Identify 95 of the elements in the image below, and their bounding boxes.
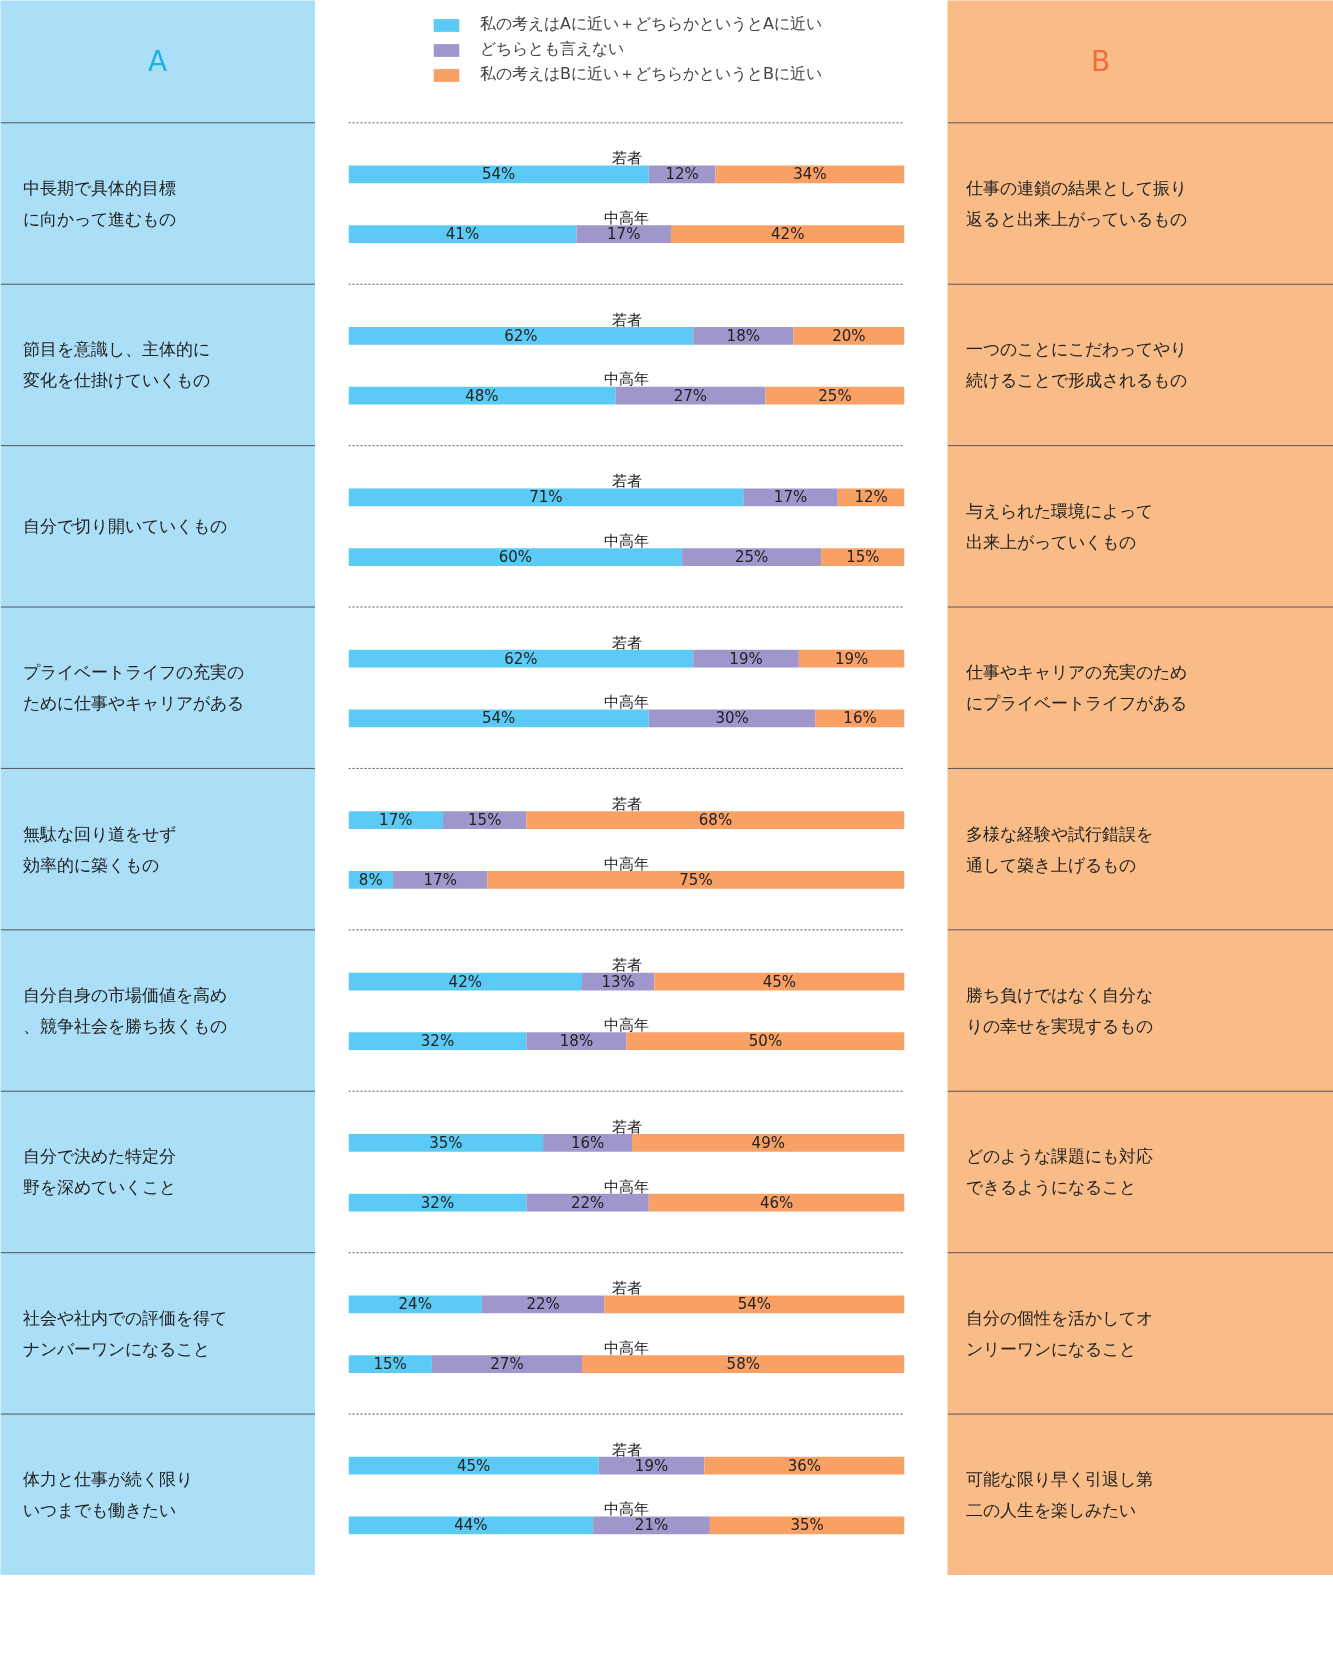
text: A <box>147 45 168 79</box>
text: プライベートライフの充実のために仕事やキャリアがある <box>22 662 244 714</box>
data-label: 54% <box>737 1295 772 1314</box>
y-tick-label: 若者 <box>611 1440 642 1459</box>
y-tick-label: 若者 <box>611 310 642 329</box>
data-label: 19% <box>729 649 763 668</box>
y-tick-label: 中高年 <box>604 693 649 712</box>
data-label: 16% <box>843 709 877 728</box>
data-label: 46% <box>759 1193 794 1212</box>
data-label: 17% <box>379 811 413 830</box>
y-tick-label: 若者 <box>611 794 642 813</box>
data-label: 54% <box>481 709 516 728</box>
y-tick-label: 中高年 <box>604 209 649 228</box>
data-label: 17% <box>423 870 457 889</box>
data-label: 35% <box>429 1133 463 1152</box>
data-label: 62% <box>504 326 538 345</box>
text: 無駄な回り道をせず効率的に築くもの <box>22 823 176 875</box>
data-label: 49% <box>751 1133 785 1152</box>
data-label: 18% <box>559 1032 594 1051</box>
data-label: 25% <box>734 548 769 566</box>
data-label: 44% <box>454 1516 488 1535</box>
text: 自分で切り開いていくもの <box>22 516 227 537</box>
y-tick-label: 若者 <box>611 1117 642 1136</box>
data-label: 68% <box>698 811 733 830</box>
data-label: 34% <box>793 165 827 184</box>
data-label: 27% <box>673 386 708 405</box>
text: 多様な経験や試行錯誤を通して築き上げるもの <box>965 823 1153 875</box>
data-label: 22% <box>526 1295 560 1314</box>
text: どのような課題にも対応できるようになること <box>965 1146 1153 1198</box>
data-label: 42% <box>448 972 482 991</box>
data-label: 45% <box>762 972 797 991</box>
data-label: 21% <box>634 1516 669 1535</box>
data-label: 71% <box>529 488 563 507</box>
legend-label: 私の考えはBに近い＋どちらかというとBに近い <box>480 64 822 85</box>
y-tick-label: 中高年 <box>604 1016 649 1035</box>
data-label: 45% <box>456 1456 491 1475</box>
text: 仕事やキャリアの充実のためにプライベートライフがある <box>964 662 1187 714</box>
text: 自分で決めた特定分野を深めていくこと <box>22 1146 176 1198</box>
text: 節目を意識し、主体的に変化を仕掛けていくもの <box>22 339 210 391</box>
text: 自分の個性を活かしてオンリーワンになること <box>965 1307 1153 1359</box>
y-tick-label: 若者 <box>611 149 642 168</box>
y-tick-label: 中高年 <box>604 1177 649 1196</box>
data-label: 19% <box>634 1456 669 1475</box>
y-tick-label: 若者 <box>611 633 642 652</box>
text: 勝ち負けではなく自分なりの幸せを実現するもの <box>965 985 1153 1037</box>
data-label: 8% <box>358 870 383 889</box>
data-label: 17% <box>607 225 641 244</box>
data-label: 35% <box>790 1516 824 1535</box>
data-label: 19% <box>835 649 869 668</box>
data-label: 24% <box>398 1295 432 1314</box>
text: B <box>1090 45 1111 79</box>
text: 自分自身の市場価値を高め、競争社会を勝ち抜くもの <box>22 985 227 1037</box>
data-label: 12% <box>665 165 699 184</box>
data-label: 13% <box>601 972 635 991</box>
data-label: 15% <box>373 1355 407 1374</box>
text: 一つのことにこだわってやり続けることで形成されるもの <box>964 339 1187 391</box>
data-label: 15% <box>846 548 880 566</box>
data-label: 18% <box>726 326 760 345</box>
data-label: 17% <box>773 488 808 507</box>
y-tick-label: 中高年 <box>604 531 649 550</box>
text: 仕事の連鎖の結果として振り返ると出来上がっているもの <box>964 178 1187 230</box>
data-label: 32% <box>420 1193 455 1212</box>
data-label: 27% <box>490 1355 524 1374</box>
text: 与えられた環境によって出来上がっていくもの <box>965 500 1153 552</box>
text: 可能な限り早く引退し第二の人生を楽しみたい <box>965 1469 1153 1521</box>
y-tick-label: 若者 <box>611 956 642 975</box>
data-label: 48% <box>465 386 499 405</box>
data-label: 58% <box>726 1355 760 1374</box>
data-label: 15% <box>468 811 502 830</box>
data-label: 54% <box>481 165 516 184</box>
text: 体力と仕事が続く限りいつまでも働きたい <box>22 1469 193 1521</box>
text: 社会や社内での評価を得てナンバーワンになること <box>22 1307 227 1359</box>
data-label: 12% <box>854 488 888 507</box>
data-label: 20% <box>832 326 866 345</box>
data-label: 50% <box>748 1032 783 1051</box>
y-tick-label: 中高年 <box>604 370 649 389</box>
legend-label: 私の考えはAに近い＋どちらかというとAに近い <box>480 14 822 35</box>
data-label: 42% <box>771 225 805 244</box>
data-label: 25% <box>818 386 852 405</box>
data-label: 62% <box>504 649 538 668</box>
data-label: 16% <box>570 1133 605 1152</box>
data-label: 75% <box>679 870 713 889</box>
y-tick-label: 中高年 <box>604 1500 649 1519</box>
data-label: 30% <box>715 709 749 728</box>
data-label: 32% <box>420 1032 455 1051</box>
data-label: 41% <box>445 225 480 244</box>
text: 中長期で具体的目標に向かって進むもの <box>22 178 176 230</box>
y-tick-label: 若者 <box>611 472 642 491</box>
data-label: 60% <box>498 548 532 566</box>
legend-label: どちらとも言えない <box>480 39 625 60</box>
data-label: 22% <box>570 1193 605 1212</box>
data-label: 36% <box>787 1456 822 1475</box>
y-tick-label: 中高年 <box>604 854 649 873</box>
y-tick-label: 中高年 <box>604 1338 649 1357</box>
y-tick-label: 若者 <box>611 1279 642 1298</box>
